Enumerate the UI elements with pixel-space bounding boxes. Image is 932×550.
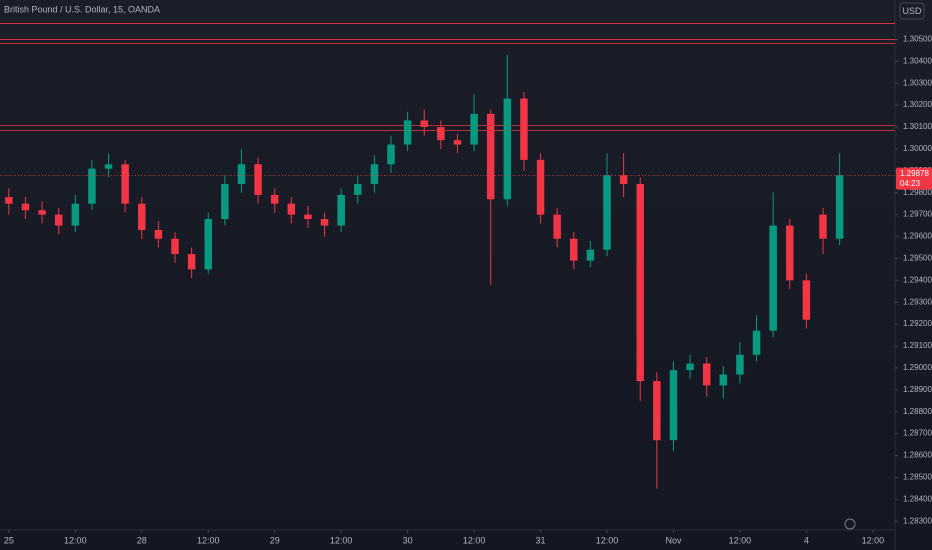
y-tick-label: 1.29700 [903, 210, 932, 219]
candle-body [802, 280, 811, 320]
candle-body [586, 249, 595, 261]
candle-body [752, 330, 761, 355]
candle-body [603, 175, 611, 250]
candle-body [237, 164, 246, 184]
candle-body [354, 183, 362, 195]
x-tick-label: 12:00 [197, 535, 220, 545]
y-tick-label: 1.28300 [903, 516, 932, 525]
candle-body [553, 214, 561, 239]
candle-body [769, 225, 777, 331]
candle-body [71, 203, 80, 226]
candle-body [270, 194, 279, 204]
candle-body [653, 381, 661, 441]
candle-body [138, 203, 146, 230]
y-tick-label: 1.29000 [903, 363, 932, 372]
chart-title: British Pound / U.S. Dollar, 15, OANDA [4, 4, 160, 14]
x-tick-label: 4 [804, 535, 809, 545]
candle-body [304, 214, 312, 220]
candle-body [121, 164, 129, 204]
x-tick-label: 28 [137, 535, 147, 545]
candle-body [470, 113, 478, 145]
y-tick-label: 1.29300 [903, 297, 932, 306]
y-tick-label: 1.29100 [903, 341, 932, 350]
candle-body [403, 120, 412, 145]
currency: USD [902, 6, 922, 16]
candle-body [686, 363, 694, 371]
y-tick-label: 1.30100 [903, 122, 932, 131]
candle-body [254, 164, 262, 195]
candle-body [154, 229, 163, 239]
candle-body [171, 238, 179, 255]
candle-body [702, 363, 711, 386]
y-tick-label: 1.29800 [903, 188, 932, 197]
x-tick-label: 29 [270, 535, 280, 545]
candle-body [786, 225, 794, 281]
candle-body [187, 254, 196, 270]
x-tick-label: 25 [4, 535, 14, 545]
candle-body [520, 98, 528, 160]
candle-body [819, 214, 827, 239]
candle-body [835, 175, 844, 239]
x-tick-label: Nov [665, 535, 682, 545]
y-tick-label: 1.29200 [903, 319, 932, 328]
last-price-label: 1.29878 [900, 169, 929, 178]
candle-body [320, 219, 329, 226]
candle-body [669, 370, 678, 441]
candle-body [536, 159, 545, 215]
candle-body [619, 175, 628, 184]
x-tick-label: 12:00 [862, 535, 885, 545]
y-tick-label: 1.30300 [903, 78, 932, 87]
candle-body [570, 238, 578, 261]
candle-body [387, 144, 395, 165]
candle-body [204, 219, 212, 270]
y-tick-label: 1.28800 [903, 407, 932, 416]
candle-body [420, 120, 428, 128]
candle-body [453, 140, 462, 145]
y-tick-label: 1.29500 [903, 254, 932, 263]
y-tick-label: 1.28500 [903, 473, 932, 482]
candle-body [486, 113, 495, 200]
candle-body [5, 197, 13, 204]
x-tick-label: 12:00 [729, 535, 752, 545]
replay-icon[interactable] [844, 518, 856, 530]
candle-body [503, 98, 512, 200]
y-tick-label: 1.28600 [903, 451, 932, 460]
candle-body [38, 210, 46, 215]
candle-body [21, 203, 30, 211]
x-tick-label: 31 [536, 535, 546, 545]
candle-body [736, 354, 744, 375]
last-price-box [896, 167, 932, 190]
candle-body [636, 183, 644, 382]
candle-body [54, 214, 63, 226]
candle-body [437, 127, 445, 141]
candle-body [287, 203, 296, 215]
candle-body [221, 183, 229, 220]
candle-body [719, 374, 728, 386]
y-tick-label: 1.28900 [903, 385, 932, 394]
countdown: 04:23 [900, 179, 921, 188]
x-tick-label: 30 [403, 535, 413, 545]
y-tick-label: 1.30200 [903, 100, 932, 109]
candle-body [337, 194, 345, 226]
candle-body [104, 164, 113, 169]
candle-body [370, 164, 379, 184]
currency-box[interactable] [899, 2, 925, 20]
y-tick-label: 1.30500 [903, 35, 932, 44]
candle-body [88, 168, 96, 204]
y-tick-label: 1.29400 [903, 275, 932, 284]
y-tick-label: 1.30000 [903, 144, 932, 153]
y-tick-label: 1.30400 [903, 56, 932, 65]
x-tick-label: 12:00 [596, 535, 619, 545]
x-tick-label: 12:00 [64, 535, 87, 545]
y-tick-label: 1.29600 [903, 232, 932, 241]
x-tick-label: 12:00 [330, 535, 353, 545]
x-tick-label: 12:00 [463, 535, 486, 545]
y-tick-label: 1.28700 [903, 429, 932, 438]
y-tick-label: 1.28400 [903, 494, 932, 503]
